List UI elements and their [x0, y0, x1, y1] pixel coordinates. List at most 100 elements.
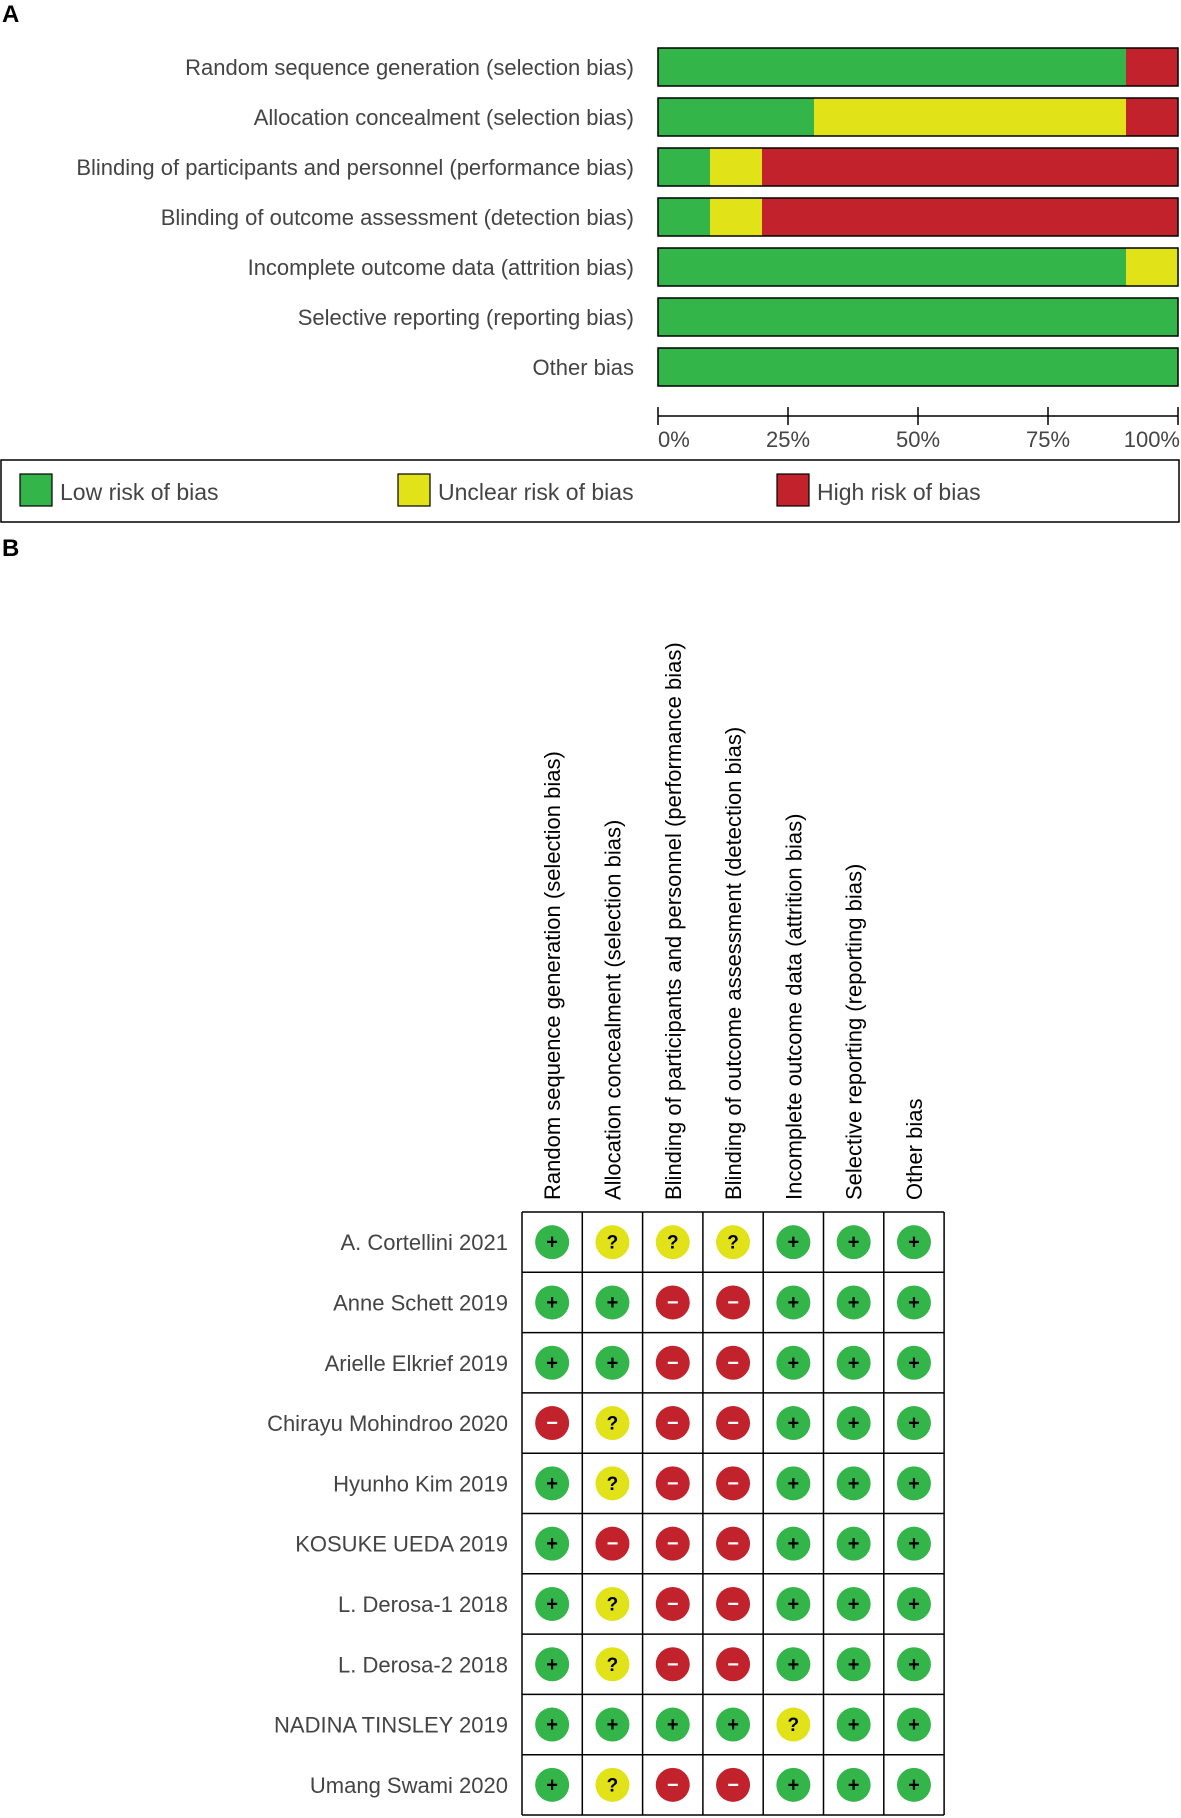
rating-symbol: + [546, 1714, 558, 1736]
rating-symbol: + [788, 1533, 800, 1555]
rating-circle [535, 1225, 570, 1260]
rating-cell: ? [716, 1225, 751, 1260]
category-label: Selective reporting (reporting bias) [298, 305, 634, 330]
rating-cell: ? [595, 1406, 630, 1441]
panel-a-x-axis: 0% 25% 50% 75% 100% [657, 407, 1180, 452]
rating-symbol: + [788, 1292, 800, 1314]
bar-outline [657, 47, 1179, 87]
rating-cell: + [776, 1466, 811, 1501]
rating-symbol: ? [607, 1594, 619, 1615]
rating-symbol: + [908, 1232, 920, 1254]
rating-symbol: − [667, 1473, 679, 1495]
bar-segment [1126, 98, 1178, 136]
rating-cell: ? [595, 1647, 630, 1682]
bar-segment [710, 198, 762, 236]
rating-symbol: + [788, 1654, 800, 1676]
rating-cell: − [655, 1586, 690, 1621]
rating-symbol: + [546, 1654, 558, 1676]
rating-cell: + [896, 1647, 931, 1682]
rating-symbol: − [727, 1654, 739, 1676]
rating-circle [836, 1767, 871, 1802]
rating-circle [716, 1526, 751, 1561]
column-header: Random sequence generation (selection bi… [540, 751, 565, 1200]
rating-symbol: + [788, 1593, 800, 1615]
rating-circle [716, 1225, 751, 1260]
rating-symbol: + [908, 1593, 920, 1615]
legend-label: High risk of bias [817, 479, 981, 505]
rating-circle [716, 1345, 751, 1380]
rating-circle [836, 1647, 871, 1682]
panel-a-category-labels: Random sequence generation (selection bi… [76, 55, 634, 380]
rating-symbol: + [848, 1473, 860, 1495]
panel-a-legend: Low risk of bias Unclear risk of bias High… [0, 459, 1180, 523]
rating-cell: − [535, 1406, 570, 1441]
rating-circle [896, 1406, 931, 1441]
legend-label: Unclear risk of bias [438, 479, 634, 505]
rating-cell: + [836, 1225, 871, 1260]
rating-symbol: + [848, 1654, 860, 1676]
bar-segment [762, 198, 1178, 236]
rating-cell: − [716, 1285, 751, 1320]
rating-symbol: + [788, 1413, 800, 1435]
bar-segment [658, 48, 1126, 86]
rating-circle [836, 1225, 871, 1260]
rating-cell: + [595, 1285, 630, 1320]
rating-circle [896, 1285, 931, 1320]
rating-cell: + [836, 1647, 871, 1682]
column-header: Incomplete outcome data (attrition bias) [781, 814, 806, 1200]
panel-b: B Random sequence generation (selection … [2, 535, 945, 1816]
rating-cell: ? [655, 1225, 690, 1260]
rating-symbol: + [848, 1352, 860, 1374]
panel-a-bars [657, 47, 1179, 387]
rating-cell: + [836, 1586, 871, 1621]
rating-cell: + [535, 1707, 570, 1742]
rating-cell: − [595, 1526, 630, 1561]
rating-circle [535, 1406, 570, 1441]
rating-cell: ? [595, 1225, 630, 1260]
rating-cell: + [595, 1345, 630, 1380]
rating-circle [655, 1647, 690, 1682]
study-label: A. Cortellini 2021 [340, 1230, 508, 1255]
rating-circle [595, 1647, 630, 1682]
rating-cell: + [836, 1767, 871, 1802]
rating-cell: − [716, 1406, 751, 1441]
rating-cell: + [896, 1285, 931, 1320]
rating-symbol: + [848, 1232, 860, 1254]
rating-cell: + [535, 1647, 570, 1682]
rating-circle [776, 1466, 811, 1501]
rating-cell: − [716, 1767, 751, 1802]
bar-outline [657, 247, 1179, 287]
rating-circle [776, 1225, 811, 1260]
rating-cell: + [655, 1707, 690, 1742]
rating-symbol: − [667, 1593, 679, 1615]
category-label: Blinding of participants and personnel (… [76, 155, 634, 180]
rating-cell: + [535, 1586, 570, 1621]
study-label: NADINA TINSLEY 2019 [274, 1713, 508, 1738]
rating-symbol: + [788, 1232, 800, 1254]
rating-circle [776, 1345, 811, 1380]
column-header: Blinding of outcome assessment (detectio… [721, 727, 746, 1200]
rating-symbol: + [908, 1654, 920, 1676]
rating-circle [655, 1767, 690, 1802]
x-tick-label: 25% [766, 427, 810, 452]
rating-symbol: + [667, 1714, 679, 1736]
rating-symbol: + [908, 1413, 920, 1435]
rating-symbol: + [848, 1593, 860, 1615]
rating-symbol: + [908, 1473, 920, 1495]
rating-symbol: + [848, 1714, 860, 1736]
rating-circle [535, 1647, 570, 1682]
rating-circle [776, 1406, 811, 1441]
rating-circle [776, 1526, 811, 1561]
rating-circle [896, 1466, 931, 1501]
rating-symbol: ? [727, 1233, 739, 1254]
rating-symbol: − [727, 1593, 739, 1615]
rating-symbol: + [727, 1714, 739, 1736]
rating-circle [896, 1767, 931, 1802]
bar-segment [658, 298, 1178, 336]
rating-symbol: + [607, 1352, 619, 1374]
rating-symbol: − [727, 1774, 739, 1796]
rating-circle [836, 1586, 871, 1621]
rating-circle [535, 1345, 570, 1380]
bar-outline [657, 147, 1179, 187]
